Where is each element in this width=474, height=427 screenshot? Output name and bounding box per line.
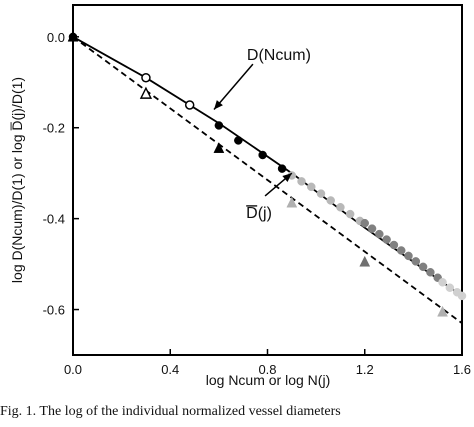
data-points [67,30,467,317]
filled-circle-point [307,182,316,192]
filled-circle-point [367,224,377,233]
y-tick-label: -0.6 [43,303,65,318]
open-circle-point [141,72,151,83]
annotation-label-d-ncum: D(Ncum) [247,47,311,64]
filled-circle-point [411,257,421,266]
filled-circle-point [404,251,413,261]
filled-circle-point [438,278,447,287]
filled-circle-point [234,136,243,145]
annotation-arrow-head [214,100,223,110]
y-tick-label: 0.0 [47,30,65,45]
filled-triangle-point [213,142,225,153]
x-tick-label: 1.6 [453,362,471,377]
filled-circle-point [457,291,467,301]
filled-circle-point [326,196,335,205]
filled-circle-point [316,189,326,198]
open-triangle-point [139,86,153,99]
axes: 0.0 0.4 0.8 1.2 1.6 0.0 -0.2 -0.4 -0.6 [43,30,471,377]
annotation-arrow-head [282,173,292,183]
filled-circle-point [389,240,399,250]
y-tick-label: -0.2 [43,121,65,136]
y-tick-label: -0.4 [43,212,65,227]
filled-circle-point [297,177,306,186]
x-tick-label: 0.4 [161,362,179,377]
filled-circle-point [445,283,455,292]
solid-line-d-ncum [72,36,463,297]
x-axis-title: log Ncum or log N(j) [206,372,330,388]
filled-circle-point [382,235,391,244]
annotations: D(Ncum) D(j) [213,47,311,222]
filled-circle-point [426,268,435,277]
filled-circle-point [336,203,345,212]
x-tick-label: 0.8 [258,362,276,377]
filled-circle-point [396,246,406,255]
filled-circle-point [214,121,224,130]
filled-circle-point [375,229,384,239]
filled-triangle-point [437,305,448,317]
annotation-label-dbar-j: D(j) [246,205,272,222]
x-tick-label: 1.2 [356,362,374,377]
figure: 0.0 0.4 0.8 1.2 1.60.0-0.2-0.4-0.6 D(Ncum)D(… [9,4,471,388]
filled-circle-point [418,262,428,272]
x-tick-label: 0.0 [64,362,82,377]
figure-caption: Fig. 1. The log of the individual normal… [0,404,341,419]
y-axis-title: log D(Ncum)/D(1) or log D̅(j)/D(1) [9,77,25,283]
annotation-arrow-shaft [213,63,254,111]
filled-circle-point [277,164,287,173]
filled-circle-point [360,218,369,228]
open-circle-point [184,100,195,110]
filled-triangle-point [359,255,371,267]
filled-circle-point [258,150,267,160]
filled-triangle-point [286,196,298,208]
filled-circle-point [345,209,355,219]
filled-triangle-point [67,30,79,42]
curves [72,36,463,324]
dashed-line-dbar-j [72,36,463,324]
